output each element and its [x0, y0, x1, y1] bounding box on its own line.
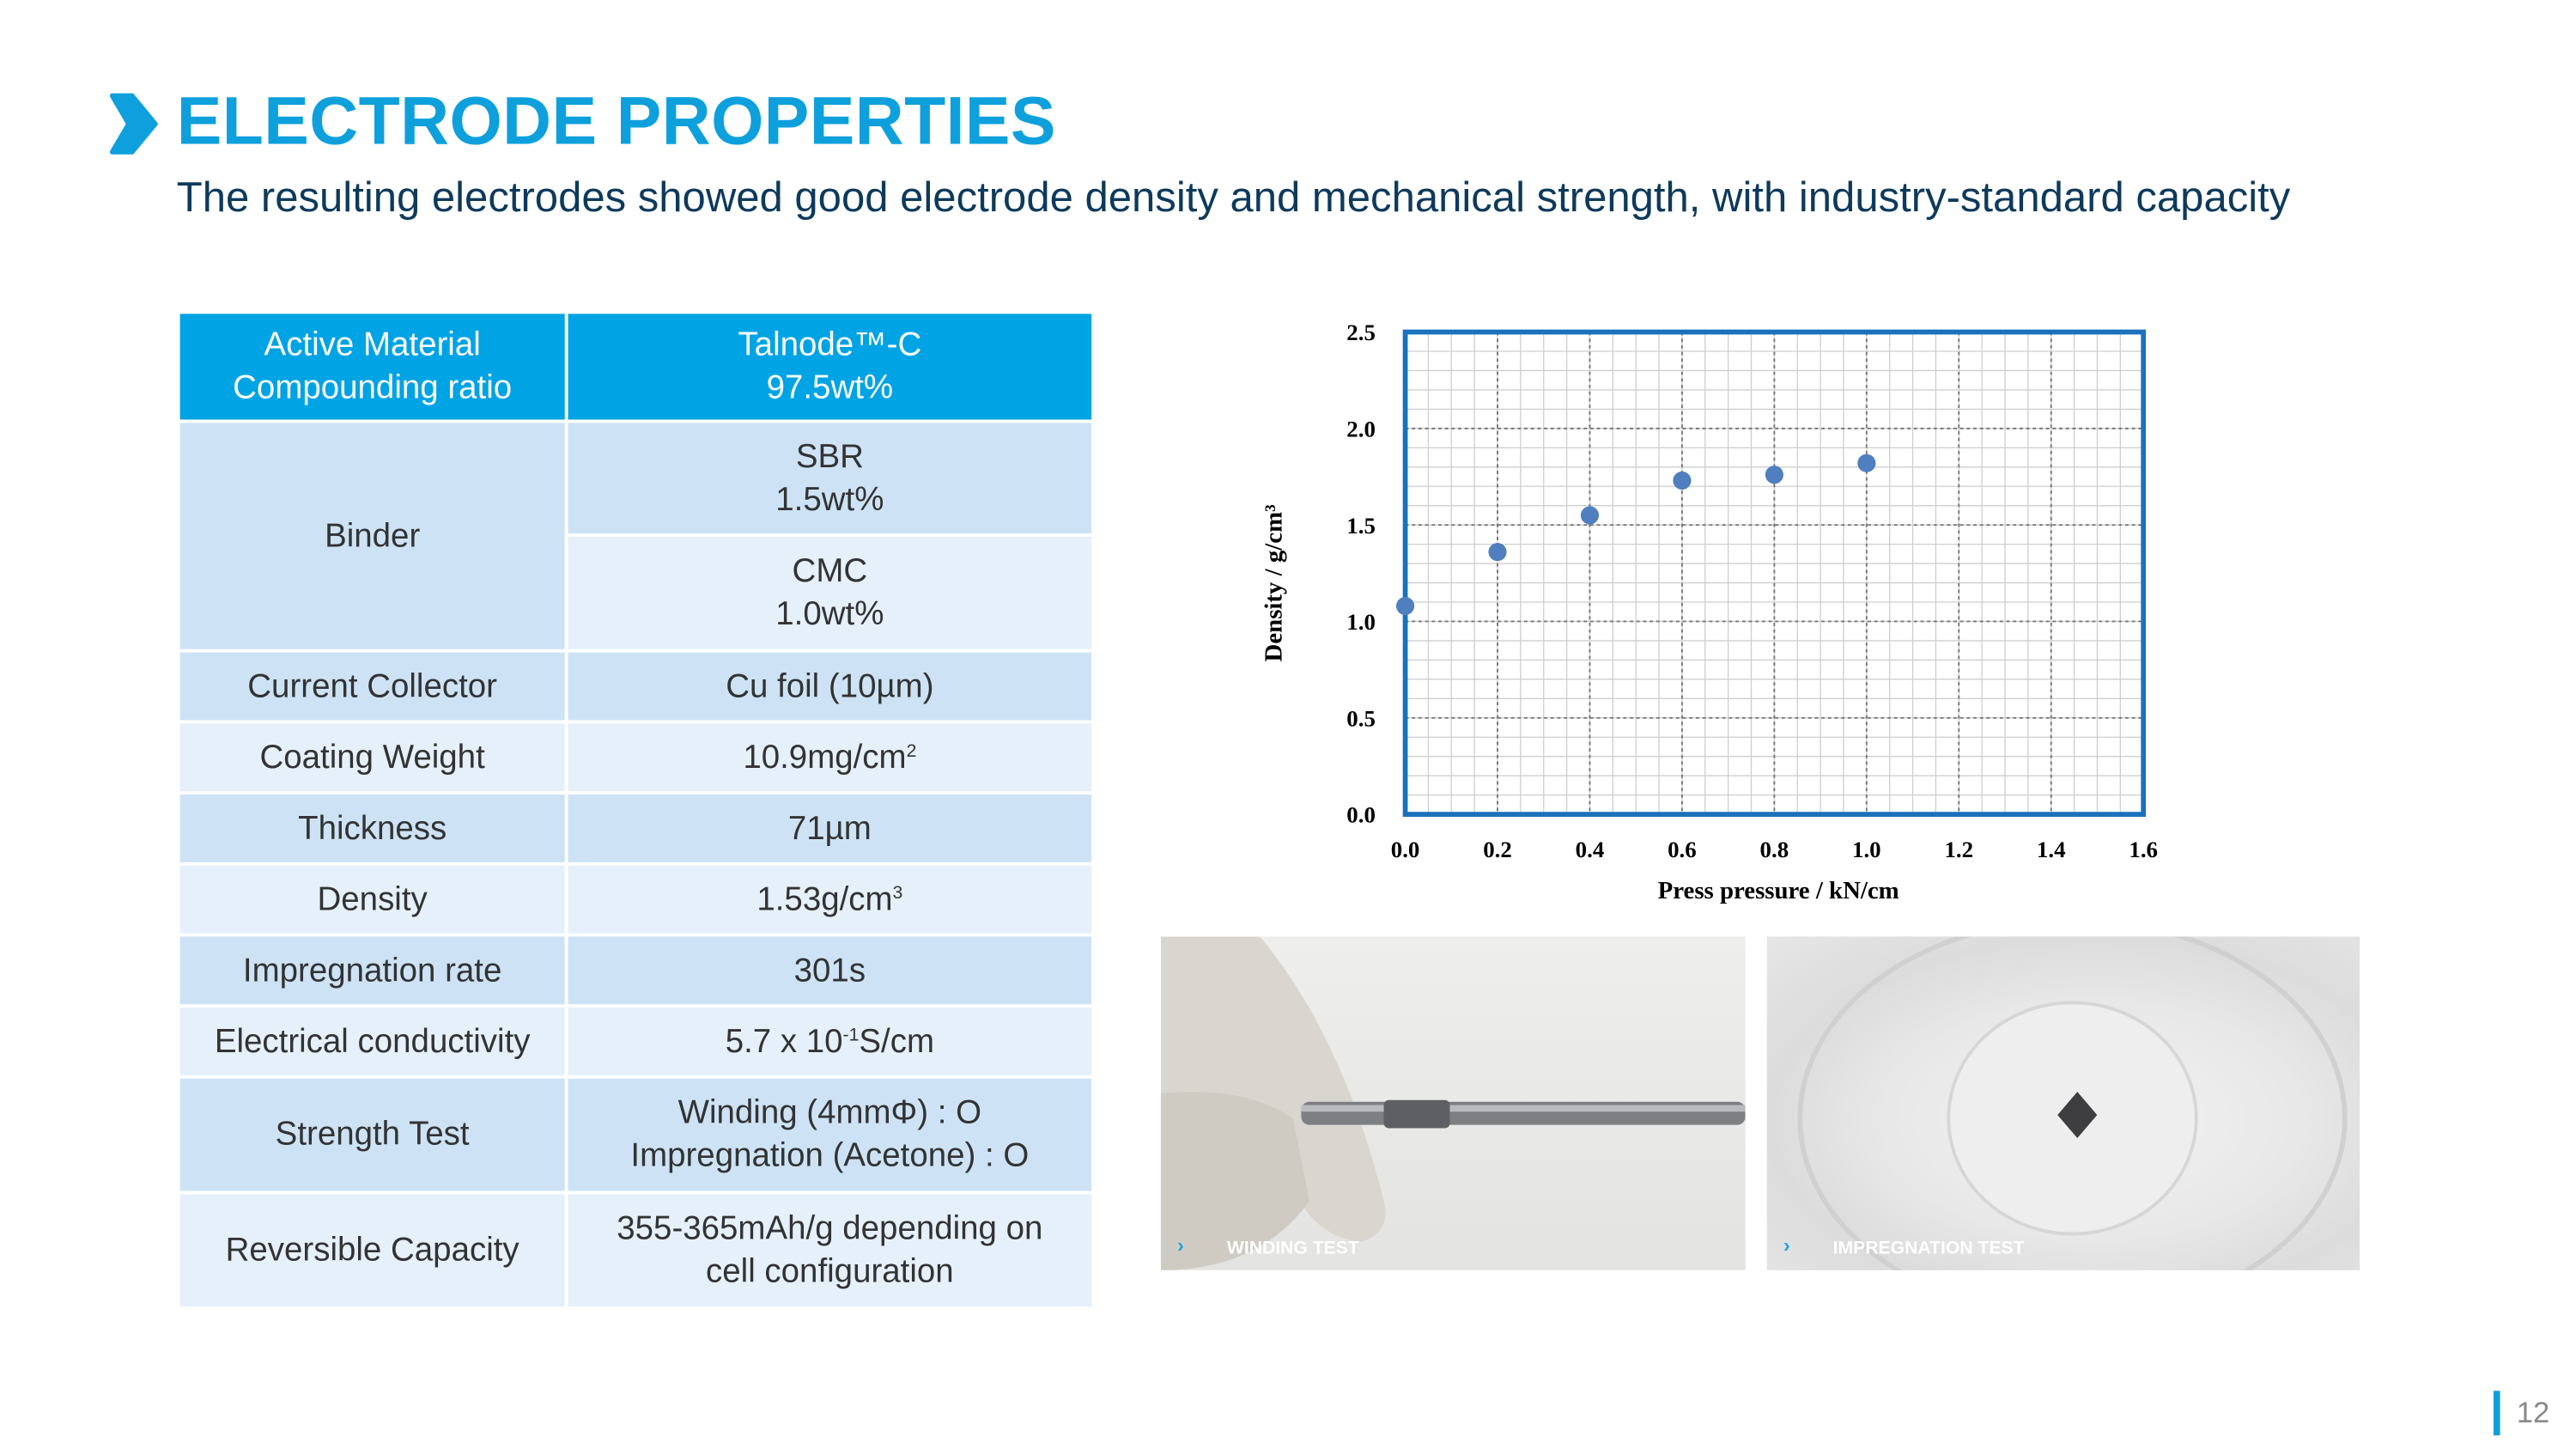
value-line2: cell configuration — [706, 1253, 954, 1290]
cell-label: Current Collector — [176, 648, 568, 724]
value-text: 1.53g/cm — [756, 880, 893, 918]
cell-label: Thickness — [176, 791, 568, 866]
chevron-icon — [109, 93, 158, 155]
cell-label: Impregnation rate — [176, 933, 568, 1008]
sbr-line2: 1.5wt% — [775, 481, 884, 518]
x-tick-label: 0.0 — [1391, 837, 1420, 862]
value-line2: Impregnation (Acetone) : O — [630, 1138, 1030, 1175]
cell-label: Electrical conductivity — [176, 1004, 568, 1079]
table-row: CMC 1.0wt% — [179, 533, 1096, 653]
value-line1: 355-365mAh/g depending on — [617, 1210, 1043, 1247]
table-row: Reversible Capacity 355-365mAh/g dependi… — [176, 1190, 1096, 1311]
header-value: Talnode™-C 97.5wt% — [564, 310, 1096, 423]
cell-label: Reversible Capacity — [176, 1190, 568, 1311]
cell-value: Cu foil (10µm) — [564, 648, 1096, 724]
y-tick-label: 2.0 — [1346, 416, 1376, 441]
value-text: 10.9mg/cm — [743, 739, 907, 776]
x-tick-label: 1.2 — [1944, 837, 1973, 862]
winding-photo-illustration — [1160, 936, 1746, 1270]
x-tick-label: 0.4 — [1576, 837, 1605, 862]
table-row: Coating Weight 10.9mg/cm2 — [176, 720, 1096, 795]
y-tick-label: 1.0 — [1346, 609, 1376, 635]
superscript: 3 — [892, 882, 903, 903]
y-tick-label: 1.5 — [1346, 513, 1376, 539]
x-axis-label: Press pressure / kN/cm — [1658, 877, 1899, 904]
x-tick-label: 1.4 — [2037, 837, 2066, 862]
table-row: Current Collector Cu foil (10µm) — [176, 648, 1096, 724]
y-tick-label: 2.5 — [1346, 320, 1376, 345]
cell-value: Winding (4mmΦ) : O Impregnation (Acetone)… — [564, 1075, 1096, 1195]
x-tick-label: 0.6 — [1668, 837, 1697, 862]
cell-value: 5.7 x 10-1S/cm — [564, 1004, 1096, 1079]
table-row: Density 1.53g/cm3 — [176, 861, 1096, 937]
value-unit: S/cm — [859, 1023, 934, 1060]
cell-value: 1.53g/cm3 — [564, 861, 1096, 937]
superscript: 2 — [906, 740, 917, 761]
properties-table: Active Material Compounding ratio Talnode… — [176, 310, 1096, 1311]
binder-label: Binder — [176, 419, 568, 653]
page-number: 12 — [2516, 1396, 2550, 1429]
binder-sbr: SBR 1.5wt% — [564, 419, 1096, 538]
y-tick-label: 0.5 — [1346, 705, 1376, 731]
page-number-bar — [2493, 1391, 2500, 1436]
binder-cmc: CMC 1.0wt% — [564, 533, 1096, 653]
x-tick-label: 1.6 — [2129, 837, 2158, 862]
impregnation-test-photo: › IMPREGNATION TEST — [1766, 936, 2360, 1270]
data-point — [1395, 596, 1415, 616]
impregnation-photo-illustration — [1797, 936, 2348, 1270]
header-value-line1: Talnode™-C — [738, 326, 922, 364]
data-point — [1857, 454, 1876, 472]
page-subtitle: The resulting electrodes showed good ele… — [176, 174, 2291, 222]
grid — [1402, 329, 2147, 817]
data-point — [1488, 543, 1507, 562]
table-header-row: Active Material Compounding ratio Talnode… — [176, 310, 1096, 423]
cmc-line2: 1.0wt% — [775, 596, 884, 633]
winding-test-caption: WINDING TEST — [1226, 1239, 1359, 1259]
plot-frame — [1402, 329, 2147, 817]
value-line1: Winding (4mmΦ) : O — [677, 1095, 982, 1132]
table-row: Binder SBR 1.5wt% — [176, 419, 1096, 653]
table-row: Strength Test Winding (4mmΦ) : O Impregna… — [176, 1075, 1096, 1195]
data-point — [1765, 466, 1783, 484]
cmc-line1: CMC — [792, 553, 868, 590]
cell-value: 301s — [564, 933, 1096, 1008]
page-title: ELECTRODE PROPERTIES — [176, 82, 1056, 159]
value-text: 5.7 x 10 — [725, 1023, 843, 1060]
data-point — [1580, 506, 1600, 525]
y-tick-label: 0.0 — [1346, 802, 1376, 828]
impregnation-test-caption: IMPREGNATION TEST — [1832, 1239, 2025, 1259]
header-label-line1: Active Material — [264, 326, 481, 364]
table-row: Thickness 71µm — [176, 791, 1096, 866]
data-points — [1395, 454, 1876, 616]
cell-value: 71µm — [564, 791, 1096, 866]
caption-chevron-icon: › — [1783, 1233, 1790, 1257]
data-point — [1673, 471, 1692, 490]
cell-label: Strength Test — [176, 1075, 568, 1195]
winding-test-photo: › WINDING TEST — [1160, 936, 1746, 1270]
cell-value: 355-365mAh/g depending on cell configurat… — [564, 1190, 1096, 1311]
cell-value: 10.9mg/cm2 — [564, 720, 1096, 795]
density-chart: 0.0 0.2 0.4 0.6 0.8 1.0 1.2 1.4 1.6 0.0 0.5 1.0 1.5 2… — [1260, 320, 2158, 904]
header-label: Active Material Compounding ratio — [176, 310, 568, 423]
table-row: Electrical conductivity 5.7 x 10-1S/cm — [176, 1004, 1096, 1079]
tick-labels: 0.0 0.2 0.4 0.6 0.8 1.0 1.2 1.4 1.6 0.0 0.5 1.0 1.5 2… — [1346, 320, 2158, 862]
table-row: Impregnation rate 301s — [176, 933, 1096, 1008]
superscript: -1 — [842, 1025, 860, 1045]
header-label-line2: Compounding ratio — [233, 369, 513, 407]
cell-label: Density — [176, 861, 568, 937]
x-tick-label: 0.2 — [1483, 837, 1512, 862]
cell-label: Coating Weight — [176, 720, 568, 795]
header-value-line2: 97.5wt% — [766, 369, 894, 407]
caption-chevron-icon: › — [1177, 1233, 1184, 1257]
x-tick-label: 1.0 — [1852, 837, 1881, 862]
sbr-line1: SBR — [795, 438, 864, 475]
y-axis-label: Density / g/cm³ — [1260, 504, 1287, 662]
x-tick-label: 0.8 — [1760, 837, 1789, 862]
